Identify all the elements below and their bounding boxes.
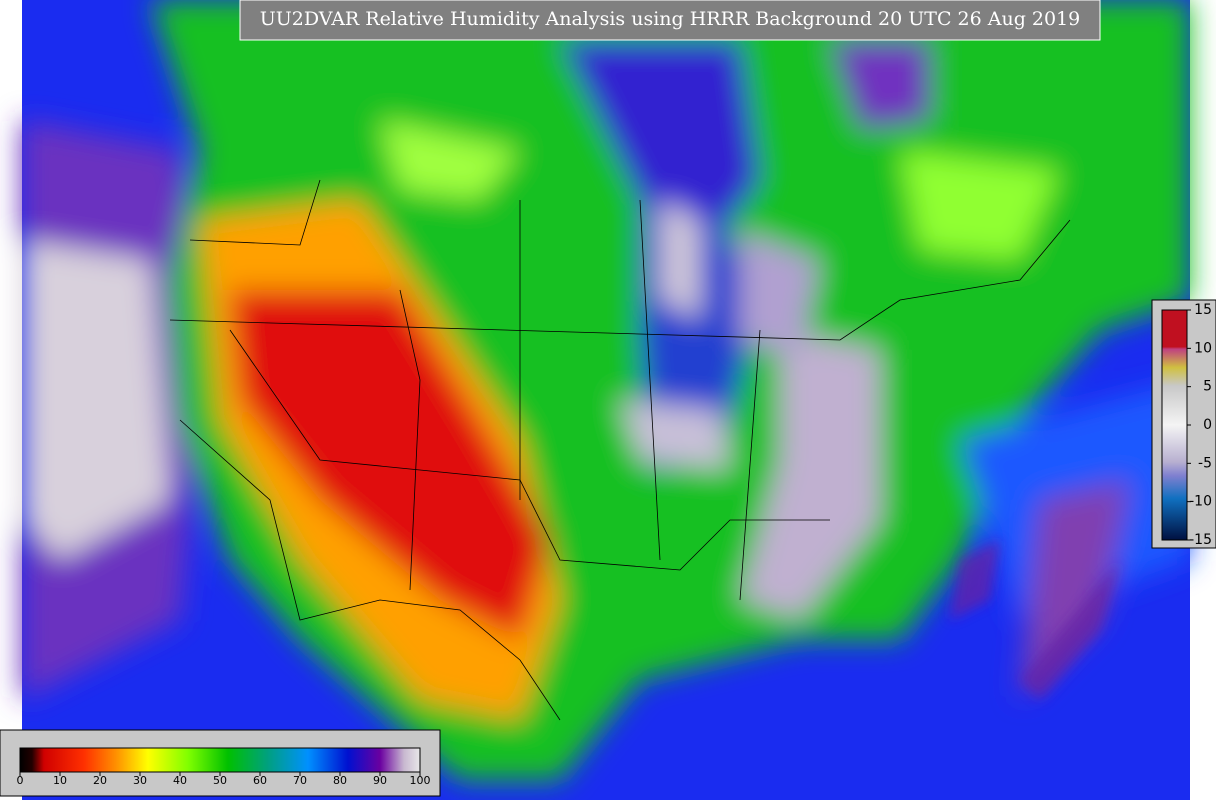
tick-label: 0 [1203,417,1212,433]
tick-label: 20 [93,774,107,787]
tick-label: 90 [373,774,387,787]
tick-label: 5 [1203,379,1212,395]
borders [169,179,1071,721]
tick-label: 10 [1194,340,1212,356]
humidity-colorbar: 0 10 20 30 40 50 60 70 80 90 100 [0,729,441,797]
tick-label: -15 [1189,532,1212,548]
tick-label: 10 [53,774,67,787]
title-box: UU2DVAR Relative Humidity Analysis using… [239,0,1101,41]
tick-label: 100 [410,774,431,787]
tick-label: 50 [213,774,227,787]
tick-label: 40 [173,774,187,787]
tick-label: -10 [1189,494,1212,510]
humidity-field [22,0,1190,800]
tick-label: 15 [1194,302,1212,318]
tick-label: 30 [133,774,147,787]
tick-label: -5 [1198,455,1212,471]
map-title: UU2DVAR Relative Humidity Analysis using… [260,8,1081,30]
tick-label: 80 [333,774,347,787]
tick-label: 0 [17,774,24,787]
tick-label: 70 [293,774,307,787]
tick-label: 60 [253,774,267,787]
increment-colorbar: 15 10 5 0 -5 -10 -15 [1151,299,1216,549]
